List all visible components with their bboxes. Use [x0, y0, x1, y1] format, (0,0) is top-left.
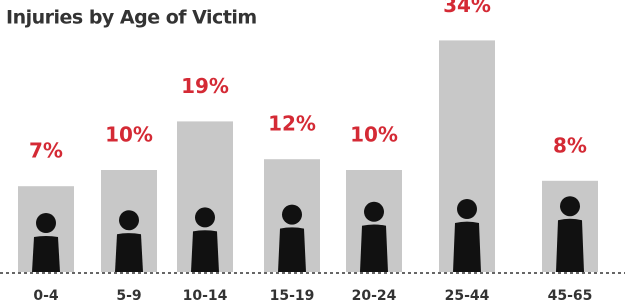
x-tick-label: 10-14	[183, 288, 228, 304]
x-tick-label: 25-44	[445, 288, 490, 304]
figure-head	[195, 207, 215, 227]
figure-body	[32, 236, 60, 272]
chart-title: Injuries by Age of Victim	[6, 7, 257, 29]
x-tick-label: 15-19	[270, 288, 315, 304]
figure-head	[560, 196, 580, 216]
x-tick-label: 45-65	[548, 288, 593, 304]
figure-body	[191, 230, 219, 272]
figure-body	[115, 233, 143, 272]
x-tick-label: 5-9	[116, 288, 141, 304]
figure-head	[282, 205, 302, 225]
value-label: 8%	[553, 133, 587, 157]
figure-body	[556, 219, 584, 272]
figure-head	[36, 213, 56, 233]
figure-head	[364, 202, 384, 222]
value-label: 10%	[350, 123, 398, 147]
x-tick-label: 0-4	[33, 288, 59, 304]
value-label: 34%	[443, 0, 491, 17]
value-label: 7%	[29, 139, 63, 163]
chart: Injuries by Age of Victim 7% 0-4 10% 5-9 19%…	[0, 0, 625, 306]
value-label: 10%	[105, 123, 153, 147]
x-tick-label: 20-24	[352, 288, 397, 304]
figure-head	[457, 199, 477, 219]
figure-body	[453, 222, 481, 272]
value-label: 12%	[268, 112, 316, 136]
figure-head	[119, 210, 139, 230]
figure-body	[278, 227, 306, 272]
page: {"chart_data": {"type": "bar", "title": …	[0, 0, 625, 306]
figure-body	[360, 224, 388, 272]
value-label: 19%	[181, 74, 229, 98]
